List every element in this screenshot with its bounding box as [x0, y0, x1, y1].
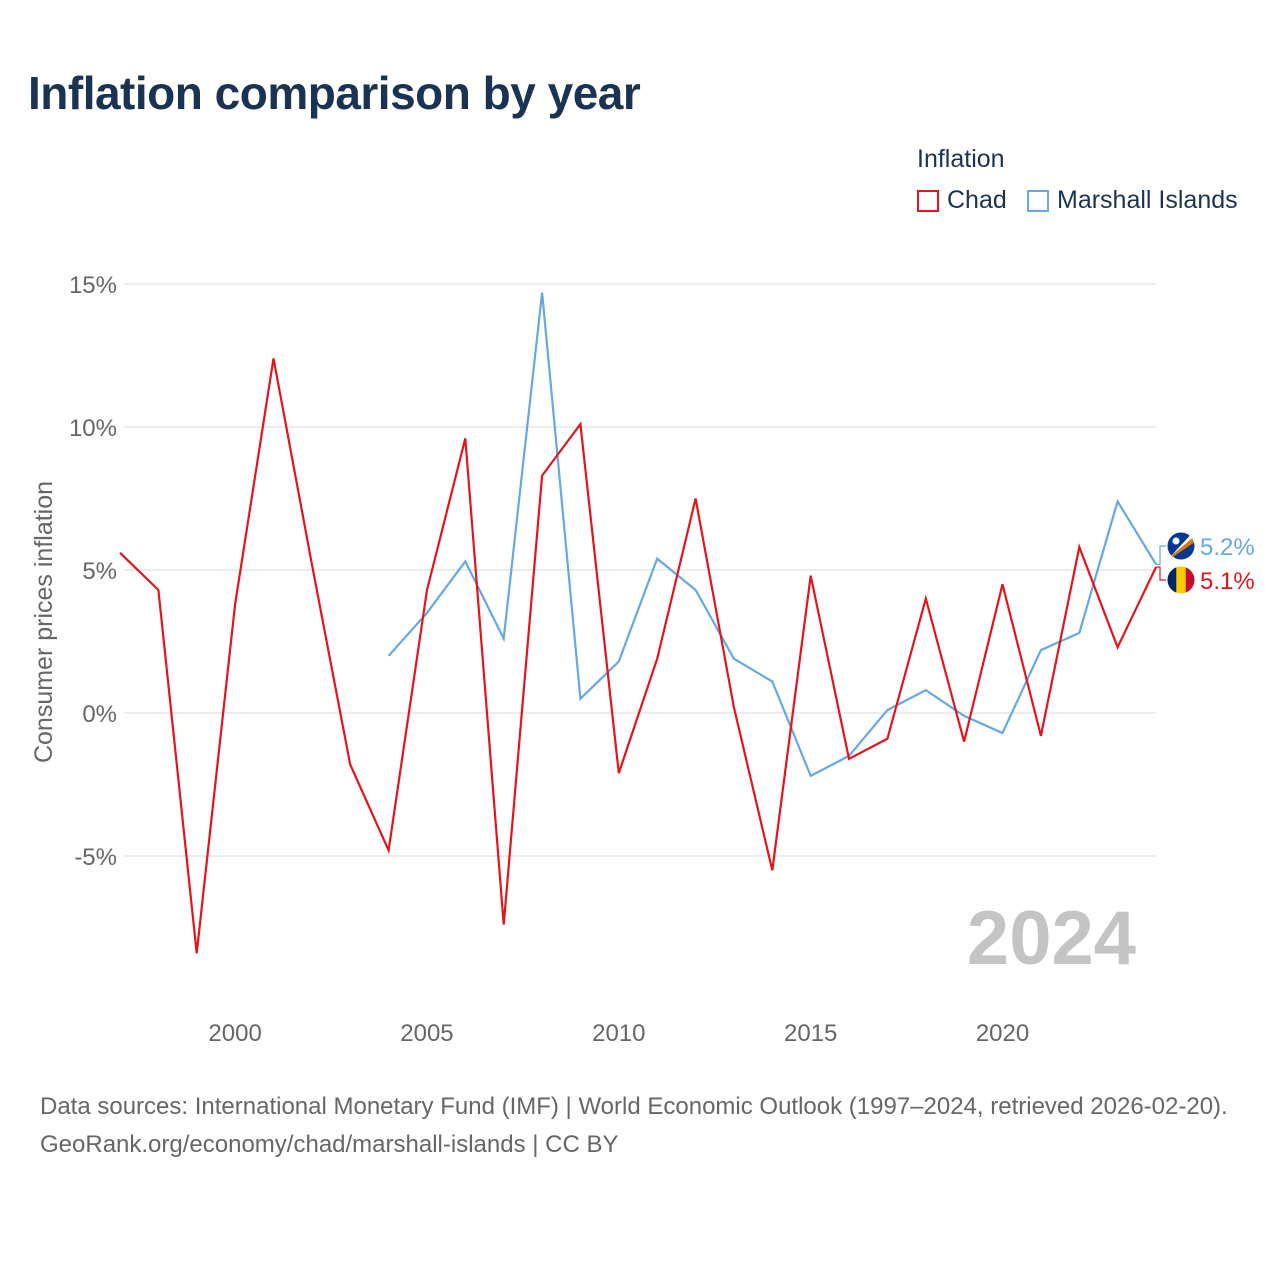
chad-flag-icon [1166, 565, 1196, 595]
x-tick-label: 2005 [400, 1020, 453, 1047]
marshall-islands-flag-icon [1166, 531, 1196, 561]
footer: Data sources: International Monetary Fun… [40, 1088, 1250, 1164]
data-sources: Data sources: International Monetary Fun… [40, 1093, 1228, 1120]
series-end-labels: 5.1% 5.2% [1156, 531, 1255, 595]
y-tick-label: 0% [82, 701, 117, 728]
legend-swatch-chad [917, 189, 939, 212]
x-tick-label: 2010 [592, 1020, 645, 1047]
chart-title: Inflation comparison by year [28, 67, 641, 119]
end-connector [1156, 545, 1166, 565]
y-tick-label: 15% [69, 272, 117, 299]
y-axis-label: Consumer prices inflation [30, 481, 58, 763]
legend-label-chad: Chad [947, 186, 1007, 214]
x-tick-label: 2015 [784, 1020, 837, 1047]
x-tick-label: 2020 [976, 1020, 1029, 1047]
end-value-label: 5.1% [1200, 568, 1255, 595]
end-value-label: 5.2% [1200, 534, 1255, 561]
y-tick-label: -5% [74, 844, 117, 871]
credit-link[interactable]: GeoRank.org/economy/chad/marshall-island… [40, 1131, 619, 1158]
line-chart: 15% 10% 5% 0% -5% 2000 2005 2010 2015 2020 Consu… [30, 272, 1255, 1047]
legend-title: Inflation [917, 145, 1005, 173]
end-connector [1156, 566, 1166, 581]
y-tick-label: 10% [69, 415, 117, 442]
y-tick-label: 5% [82, 558, 117, 585]
y-axis-ticks: 15% 10% 5% 0% -5% [69, 272, 117, 871]
series-line-marshall-islands[interactable] [387, 292, 1157, 778]
x-tick-label: 2000 [208, 1020, 261, 1047]
x-axis-ticks: 2000 2005 2010 2015 2020 [208, 1020, 1029, 1047]
legend-label-marshall-islands: Marshall Islands [1057, 186, 1238, 214]
gridlines [124, 283, 1156, 857]
series-lines [119, 292, 1157, 954]
legend-item-marshall-islands[interactable]: Marshall Islands [1027, 186, 1238, 215]
year-watermark: 2024 [967, 896, 1136, 981]
series-line-chad[interactable] [119, 358, 1157, 954]
legend-item-chad[interactable]: Chad [917, 186, 1007, 215]
legend-swatch-marshall-islands [1027, 189, 1049, 212]
